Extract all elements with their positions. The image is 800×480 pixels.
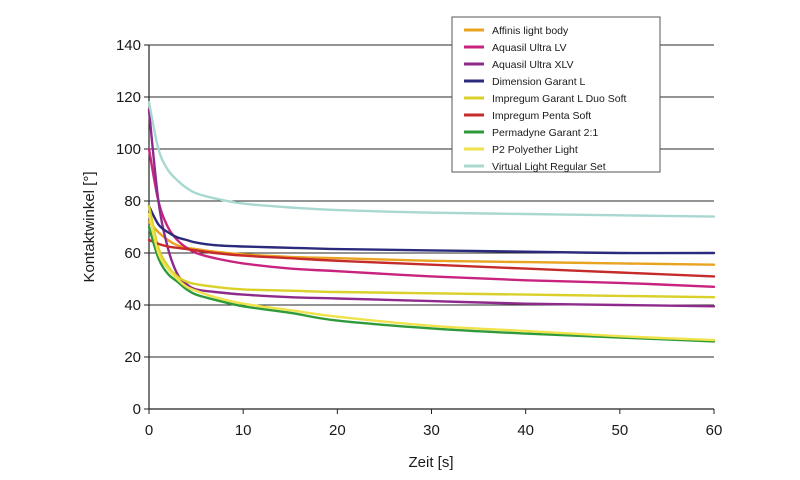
legend-label: Aquasil Ultra XLV [492,59,574,71]
series-line-permadyne-garant-2-1 [147,225,716,343]
series-line-virtual-light-regular-set [147,101,716,218]
y-tick-label: 100 [116,141,141,158]
legend-label: Impregum Garant L Duo Soft [492,93,627,105]
x-tick-label: 20 [329,422,346,439]
series-line-impregum-penta-soft [147,238,716,278]
y-tick-label: 20 [124,349,141,366]
legend-label: P2 Polyether Light [492,144,578,156]
legend-label: Impregum Penta Soft [492,110,591,122]
series-line-aquasil-ultra-xlv [147,108,716,308]
legend-label: Permadyne Garant 2:1 [492,127,598,139]
y-tick-labels: 0 20 40 60 80 100 120 140 [116,37,149,418]
y-tick-label: 60 [124,245,141,262]
series-line-dimension-garant-l [147,205,716,255]
series-lines [147,101,716,343]
y-tick-label: 40 [124,297,141,314]
x-tick-labels: 0 10 20 30 40 50 60 [145,409,723,439]
series-line-affinis-light-body [147,220,716,266]
legend-label: Dimension Garant L [492,76,586,88]
x-tick-label: 40 [517,422,534,439]
series-line-impregum-garant-l-duo-soft [147,205,716,299]
legend-label: Affinis light body [492,25,569,37]
legend: Affinis light body Aquasil Ultra LV Aquasi… [451,16,661,173]
y-axis-label: Kontaktwinkel [°] [81,171,98,282]
series-line-aquasil-ultra-lv [147,147,716,288]
legend-label: Aquasil Ultra LV [492,42,567,54]
legend-label: Virtual Light Regular Set [492,161,606,173]
x-tick-label: 30 [423,422,440,439]
y-tick-label: 80 [124,193,141,210]
y-tick-label: 0 [133,401,141,418]
x-tick-label: 50 [611,422,628,439]
grid-lines [149,44,714,358]
legend-box [451,16,661,173]
x-tick-label: 10 [235,422,252,439]
x-axis-label: Zeit [s] [408,454,453,471]
series-line-p2-polyether-light [147,212,716,342]
y-tick-label: 120 [116,89,141,106]
y-tick-label: 140 [116,37,141,54]
x-tick-label: 0 [145,422,153,439]
x-tick-label: 60 [706,422,723,439]
